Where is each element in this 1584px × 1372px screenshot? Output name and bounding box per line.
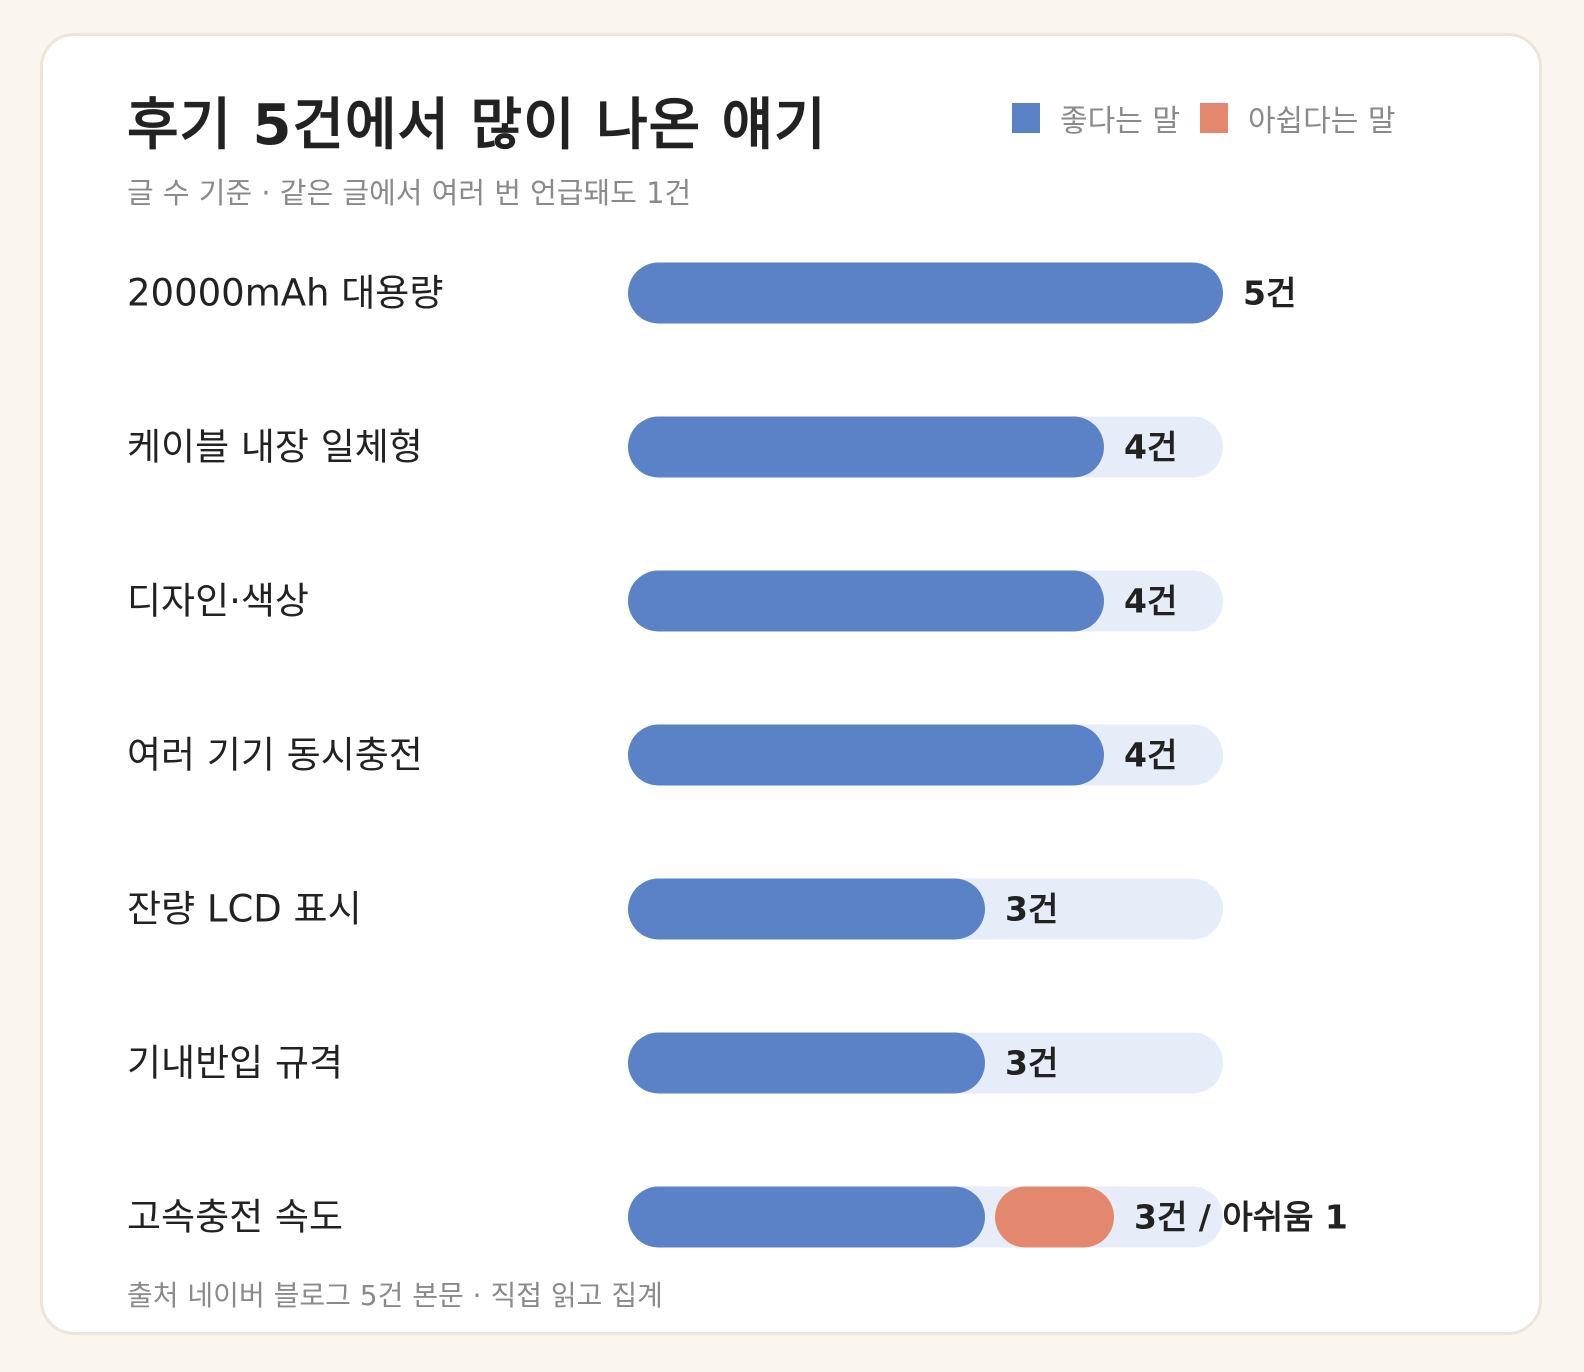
bar-value-label: 3건 — [1005, 890, 1058, 929]
legend-item-positive: 좋다는 말 — [1012, 96, 1180, 140]
chart-source-note: 출처 네이버 블로그 5건 본문 · 직접 읽고 집계 — [127, 1279, 663, 1312]
bar-value-label: 4건 — [1124, 736, 1177, 775]
legend-label-negative: 아쉽다는 말 — [1247, 104, 1396, 139]
bar-positive — [628, 262, 1223, 324]
bar-positive — [628, 416, 1104, 478]
chart-card — [40, 33, 1542, 1335]
bar-negative — [995, 1186, 1114, 1248]
category-label: 케이블 내장 일체형 — [127, 426, 423, 469]
bar-positive — [628, 1186, 985, 1248]
category-label: 여러 기기 동시충전 — [127, 734, 423, 777]
chart-title: 후기 5건에서 많이 나온 얘기 — [127, 93, 827, 158]
category-label: 디자인·색상 — [127, 580, 309, 623]
bar-positive — [628, 1032, 985, 1094]
chart-legend: 좋다는 말 아쉽다는 말 — [1012, 96, 1395, 140]
category-label: 20000mAh 대용량 — [127, 272, 443, 315]
category-label: 잔량 LCD 표시 — [127, 888, 362, 931]
bar-positive — [628, 878, 985, 940]
bar-value-label: 3건 — [1005, 1044, 1058, 1083]
bar-value-label: 4건 — [1124, 582, 1177, 621]
category-label: 고속충전 속도 — [127, 1196, 343, 1239]
chart-subtitle: 글 수 기준 · 같은 글에서 여러 번 언급돼도 1건 — [127, 176, 692, 210]
bar-value-label: 5건 — [1243, 274, 1296, 313]
category-label: 기내반입 규격 — [127, 1042, 343, 1085]
legend-item-negative: 아쉽다는 말 — [1199, 96, 1396, 140]
legend-swatch-negative — [1199, 103, 1228, 133]
bar-value-label: 4건 — [1124, 428, 1177, 467]
bar-positive — [628, 570, 1104, 632]
bar-value-label: 3건 / 아쉬움 1 — [1134, 1198, 1348, 1237]
legend-label-positive: 좋다는 말 — [1060, 104, 1180, 139]
legend-swatch-positive — [1012, 103, 1040, 133]
bar-positive — [628, 724, 1104, 786]
